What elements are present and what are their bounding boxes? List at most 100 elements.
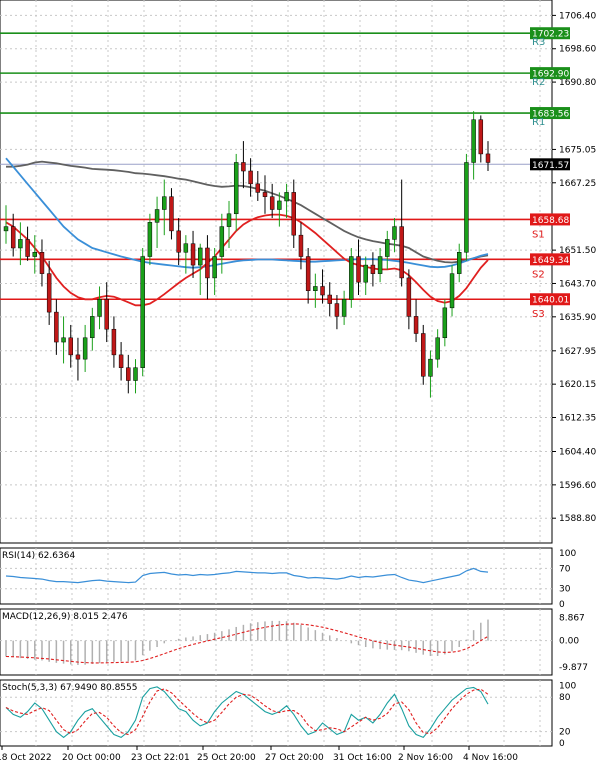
price-y-tick-label: 1651.50 — [559, 246, 596, 256]
candle-body — [370, 264, 376, 274]
candle-body — [327, 294, 332, 304]
candle-body — [478, 119, 484, 155]
candle-body — [198, 247, 203, 266]
candle-body — [61, 337, 66, 343]
x-tick-label: 25 Oct 20:00 — [197, 753, 256, 763]
candle-body — [154, 209, 160, 223]
candle-body — [349, 256, 354, 300]
pivot-level-badge-R3 — [530, 27, 570, 40]
stoch-label: Stoch(5,3,3) 67.9490 80.8555 — [2, 683, 137, 693]
candle-body — [46, 273, 52, 313]
rsi-y-tick-label: 0 — [559, 600, 565, 610]
candle-body — [334, 303, 340, 317]
candle-body — [75, 354, 81, 360]
current-price-label: 1671.57 — [532, 161, 569, 171]
candle-body — [39, 252, 45, 274]
candle-body — [18, 239, 23, 249]
candle-body — [111, 328, 117, 356]
candle-body — [97, 299, 102, 317]
stoch-y-tick-label: 0 — [559, 739, 565, 749]
pivot-level-label-R2: R2 — [532, 77, 545, 88]
candle-body — [277, 200, 282, 210]
candle-body — [435, 337, 440, 360]
price-y-tick-label: 1690.80 — [559, 78, 596, 88]
candle-body — [205, 247, 210, 279]
candle-body — [190, 243, 196, 266]
candle-body — [305, 256, 311, 291]
candle-body — [241, 162, 246, 172]
pivot-level-label-S1: S1 — [532, 229, 545, 240]
moving-average-line-2 — [5, 157, 489, 269]
current-price-badge — [530, 158, 570, 171]
pivot-level-label-R3: R3 — [532, 37, 545, 48]
price-y-tick-label: 1675.05 — [559, 145, 596, 155]
x-tick-label: 4 Nov 16:00 — [463, 753, 518, 763]
candle-body — [25, 239, 30, 257]
candle-body — [104, 299, 109, 330]
moving-average-line-3 — [5, 213, 489, 307]
candle-body — [233, 162, 239, 215]
x-tick-label: 20 Oct 00:00 — [62, 753, 121, 763]
candle-body — [442, 307, 448, 339]
pivot-level-value-R3: 1702.23 — [532, 30, 569, 40]
candle-body — [126, 367, 131, 381]
candle-body — [291, 192, 296, 236]
pivot-level-value-R1: 1683.56 — [532, 110, 569, 120]
candle-body — [90, 316, 95, 339]
candle-body — [377, 256, 383, 274]
x-tick-label: 31 Oct 16:00 — [333, 753, 392, 763]
pivot-level-badge-S2 — [530, 253, 570, 266]
pivot-level-value-S1: 1658.68 — [532, 216, 569, 226]
rsi-y-tick-label: 30 — [559, 585, 571, 595]
rsi-line — [5, 567, 489, 584]
candle-body — [32, 252, 38, 257]
candle-body — [212, 256, 217, 279]
stoch-y-tick-label: 20 — [559, 728, 571, 738]
x-tick-label: 18 Oct 2022 — [0, 753, 52, 763]
candle-body — [298, 234, 304, 257]
rsi-label: RSI(14) 62.6364 — [2, 551, 75, 561]
price-y-tick-label: 1667.25 — [559, 179, 596, 189]
macd-y-tick-label: 8.867 — [559, 613, 585, 623]
price-y-tick-label: 1612.35 — [559, 414, 596, 424]
candle-body — [385, 239, 390, 257]
stoch-k-line — [5, 686, 489, 739]
candle-body — [118, 354, 124, 368]
pivot-level-badge-S3 — [530, 293, 570, 306]
pivot-level-badge-S1 — [530, 213, 570, 226]
pivot-level-value-S2: 1649.34 — [532, 256, 569, 266]
candle-body — [269, 196, 275, 210]
price-y-tick-label: 1604.40 — [559, 448, 596, 458]
price-y-tick-label: 1596.60 — [559, 481, 596, 491]
pivot-level-badge-R1 — [530, 107, 570, 120]
candle-body — [406, 277, 412, 317]
pivot-level-value-S3: 1640.01 — [532, 296, 569, 306]
price-y-tick-label: 1643.70 — [559, 279, 596, 289]
candle-body — [341, 299, 347, 317]
macd-signal-line — [5, 623, 489, 664]
candle-body — [464, 162, 469, 253]
candle-body — [68, 337, 73, 356]
macd-y-tick-label: -9.877 — [559, 663, 588, 673]
candle-body — [456, 252, 462, 274]
candle-body — [176, 230, 181, 253]
stoch-y-tick-label: 80 — [559, 693, 571, 703]
candle-body — [226, 213, 232, 227]
candle-body — [248, 170, 253, 185]
candle-body — [449, 273, 455, 309]
price-y-tick-label: 1698.60 — [559, 45, 596, 55]
pivot-level-value-R2: 1692.90 — [532, 70, 569, 80]
candle-body — [413, 316, 419, 334]
candle-body — [219, 226, 225, 257]
pivot-level-label-S2: S2 — [532, 269, 545, 280]
price-y-tick-label: 1635.90 — [559, 313, 596, 323]
macd-label: MACD(12,26,9) 8.015 2.476 — [2, 612, 128, 622]
candle-body — [140, 256, 145, 368]
x-tick-label: 27 Oct 20:00 — [265, 753, 324, 763]
rsi-y-tick-label: 70 — [559, 564, 571, 574]
price-panel-frame — [0, 0, 553, 544]
pivot-level-label-S3: S3 — [532, 309, 545, 320]
candle-body — [313, 286, 318, 291]
